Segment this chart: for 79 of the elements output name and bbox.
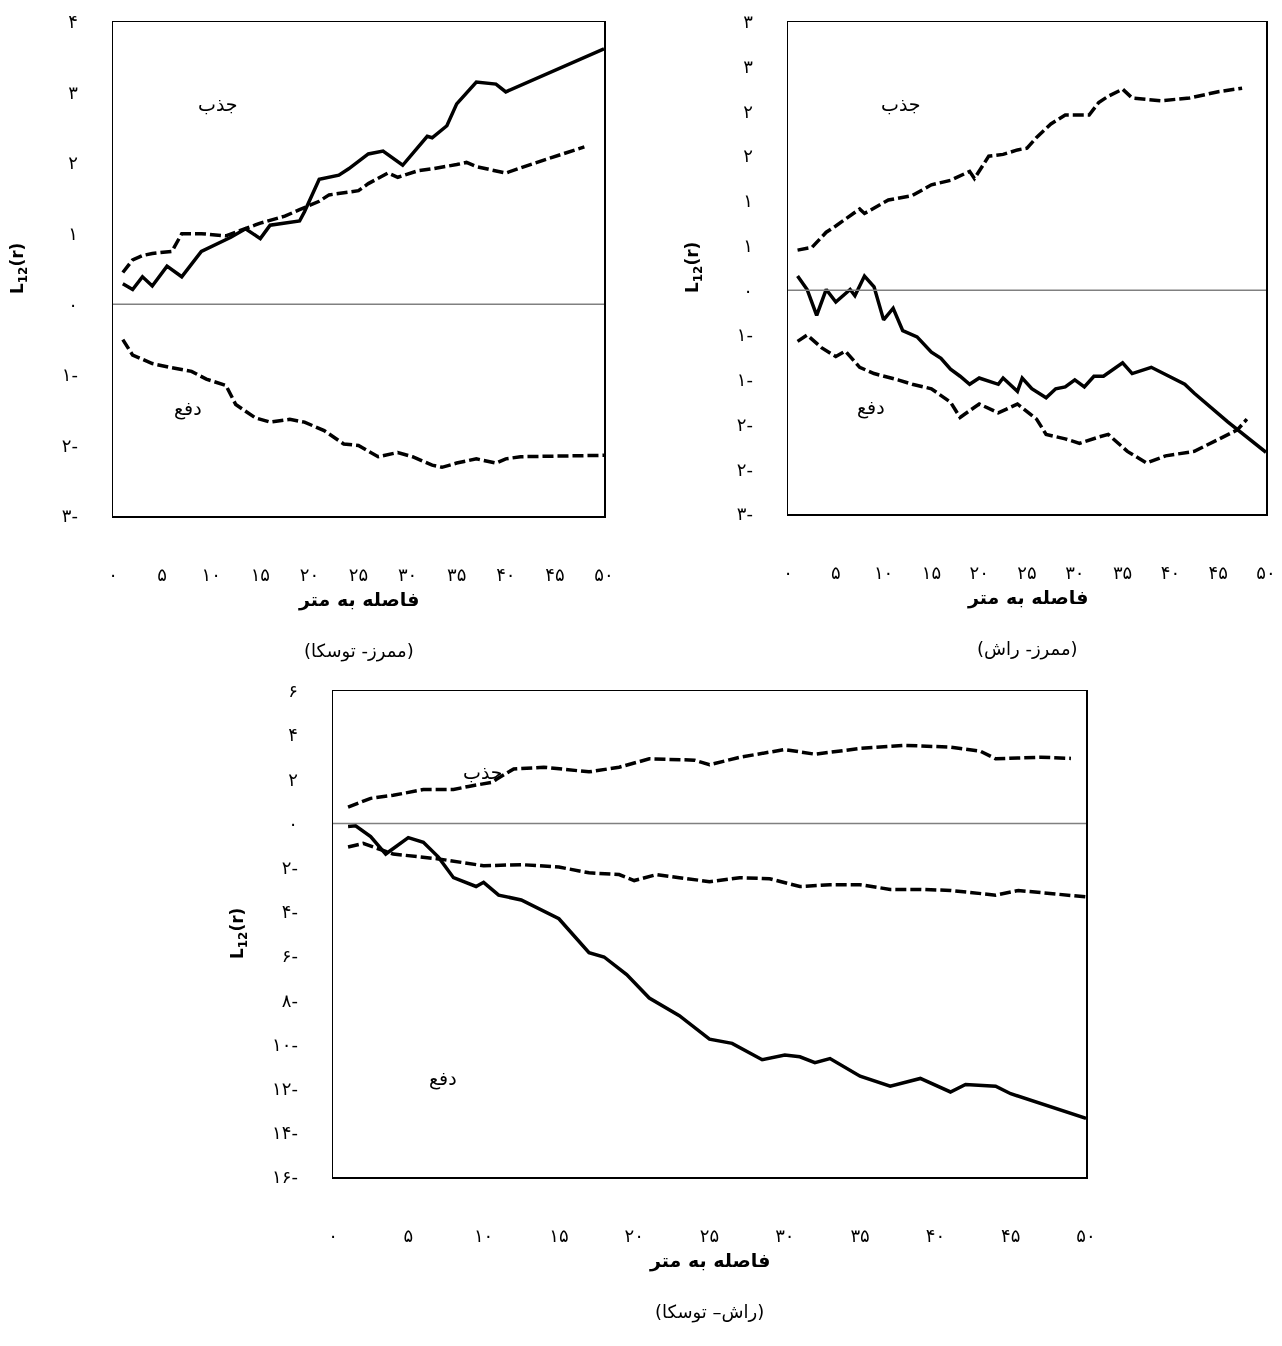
x-tick-label: ۵۰: [1256, 562, 1276, 584]
line-series: [795, 86, 1244, 252]
annotation: جذب: [881, 93, 921, 115]
x-tick-label: ۳۵: [850, 1225, 870, 1247]
x-axis-title: فاصله به متر: [649, 1249, 771, 1272]
x-tick-label: ۵: [403, 1225, 414, 1247]
y-tick-label: ۱۶-: [272, 1166, 298, 1188]
annotation: جذب: [463, 761, 503, 783]
x-tick-label: ۴۰: [1160, 562, 1181, 584]
x-tick-label: ۲۵: [1017, 562, 1037, 584]
text: (ممرز- راش): [977, 638, 1078, 660]
annotation: دفع: [429, 1067, 457, 1090]
y-tick-label: ۶-: [281, 945, 298, 967]
y-tick-label: ۲: [743, 145, 753, 167]
x-tick-label: ۳۰: [1065, 562, 1085, 584]
x-tick-label: ۵: [830, 562, 841, 584]
y-tick-label: ۱-: [736, 369, 753, 391]
y-tick-label: ۱: [743, 234, 753, 256]
x-tick-label: ۰: [328, 1225, 338, 1247]
x-tick-label: ۰: [108, 564, 118, 586]
annotation: دفع: [857, 396, 885, 419]
y-tick-label: ۴: [68, 11, 78, 33]
y-tick-label: ۳: [743, 11, 754, 33]
y-tick-label: ۱۲-: [272, 1077, 298, 1099]
line-series: [346, 743, 1073, 809]
text: (ممرز- توسکا): [304, 640, 414, 662]
y-tick-label: ۰: [288, 812, 298, 834]
x-tick-label: ۱۰: [873, 562, 894, 584]
x-tick-label: ۴۰: [925, 1225, 946, 1247]
x-tick-label: ۲۰: [969, 562, 989, 584]
y-tick-label: ۱-: [736, 324, 753, 346]
y-tick-label: ۱: [743, 190, 753, 212]
x-tick-label: ۳۵: [447, 564, 467, 586]
y-tick-label: ۳-: [61, 505, 78, 527]
x-tick-label: ۱۵: [549, 1225, 569, 1247]
x-tick-label: ۱۰: [201, 564, 221, 586]
y-tick-label: ۱۰-: [272, 1033, 298, 1055]
x-tick-label: ۲۰: [299, 564, 320, 586]
y-tick-label: ۳: [743, 56, 754, 78]
y-tick-label: ۸-: [281, 989, 298, 1011]
annotation: جذب: [198, 93, 238, 115]
y-tick-label: ۳-: [736, 503, 753, 525]
y-tick-label: ۰: [68, 293, 78, 315]
x-tick-label: ۴۰: [496, 564, 516, 586]
x-tick-label: ۴۵: [545, 564, 565, 586]
annotation: دفع: [174, 397, 202, 420]
x-axis-title: فاصله به متر: [967, 586, 1089, 609]
x-tick-label: ۲۵: [699, 1225, 720, 1247]
y-tick-label: ۲: [743, 100, 753, 122]
y-tick-label: ۴: [288, 724, 298, 746]
x-tick-label: ۲۵: [348, 564, 369, 586]
x-tick-label: ۰: [783, 562, 793, 584]
x-tick-label: ۳۵: [1112, 562, 1133, 584]
x-axis-title: فاصله به متر: [298, 588, 420, 611]
x-tick-label: ۳۰: [775, 1225, 795, 1247]
y-tick-label: ۲-: [281, 857, 298, 879]
y-tick-label: ۱-: [61, 364, 78, 386]
x-tick-label: ۵۰: [594, 564, 614, 586]
x-tick-label: ۴۵: [1208, 562, 1228, 584]
x-tick-label: ۱۵: [250, 564, 270, 586]
y-tick-label: ۲-: [736, 458, 753, 480]
x-tick-label: ۳۰: [397, 564, 418, 586]
x-tick-label: ۲۰: [624, 1225, 644, 1247]
x-tick-label: ۴۵: [1001, 1225, 1021, 1247]
x-tick-label: ۱۰: [473, 1225, 494, 1247]
y-tick-label: ۶: [288, 680, 298, 702]
y-tick-label: ۱: [68, 223, 78, 245]
y-tick-label: ۲-: [61, 434, 78, 456]
y-tick-label: ۲: [288, 768, 298, 790]
y-tick-label: ۲: [68, 152, 78, 174]
x-tick-label: ۵۰: [1076, 1225, 1096, 1247]
y-tick-label: ۱۴-: [272, 1122, 298, 1144]
y-tick-label: ۳: [68, 81, 79, 103]
x-tick-label: ۱۵: [921, 562, 942, 584]
text: (راش– توسکا): [655, 1301, 765, 1323]
x-tick-label: ۵: [157, 564, 167, 586]
y-tick-label: ۴-: [281, 901, 298, 923]
y-tick-label: ۰: [743, 279, 753, 301]
y-tick-label: ۲-: [736, 413, 753, 435]
